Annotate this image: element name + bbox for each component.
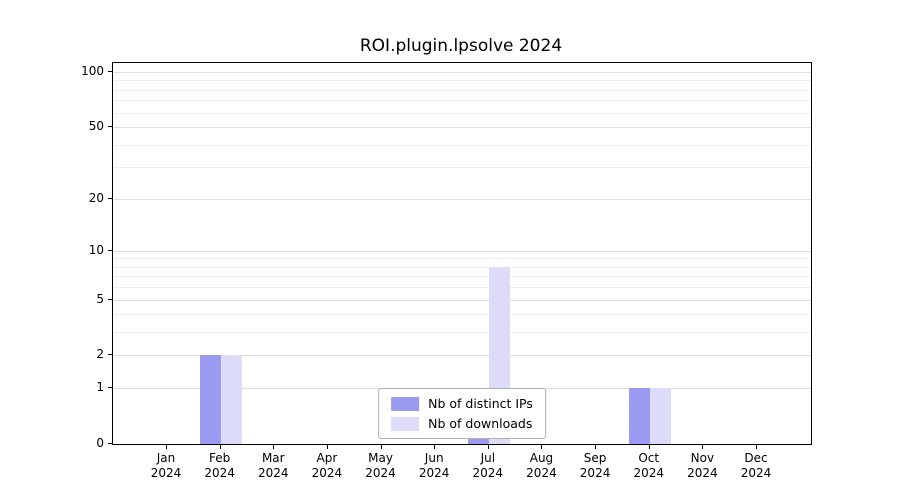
gridline-minor (113, 332, 811, 334)
gridline-minor (113, 100, 811, 102)
x-tick-mark (166, 445, 167, 449)
gridline-major (113, 198, 811, 200)
x-tick-mark (380, 445, 382, 449)
x-tick-mark (219, 445, 221, 449)
gridline-major (113, 299, 811, 301)
x-tick-mark (648, 445, 650, 449)
legend-swatch-downloads (391, 416, 420, 431)
y-tick-mark (108, 71, 112, 72)
bar-downloads-feb (220, 355, 242, 444)
x-tick-mark (273, 445, 275, 449)
gridline-minor (113, 112, 811, 114)
y-tick-mark (108, 387, 112, 389)
x-tick-mark (541, 445, 543, 449)
gridline-major (113, 250, 811, 252)
y-tick-mark (108, 443, 112, 444)
gridline-minor (113, 80, 811, 82)
legend-label-downloads: Nb of downloads (428, 416, 533, 431)
gridline-minor (113, 258, 811, 260)
x-tick-mark (434, 445, 436, 449)
y-tick-mark (108, 249, 112, 251)
plot-area: Nb of distinct IPs Nb of downloads (112, 62, 812, 445)
bar-distinct-ips-oct (628, 388, 650, 444)
x-tick-label: Aug 2024 (526, 451, 557, 480)
gridline-major (113, 72, 811, 73)
x-tick-label: Dec 2024 (740, 451, 772, 480)
bar-downloads-oct (649, 388, 671, 444)
x-tick-mark (595, 445, 597, 449)
gridline-minor (113, 144, 811, 146)
gridline-major (113, 355, 811, 357)
x-tick-mark (487, 445, 489, 449)
y-tick-mark (108, 354, 112, 356)
x-tick-label: Apr 2024 (311, 451, 343, 480)
gridline-minor (113, 314, 811, 316)
y-tick-label: 100 (81, 64, 104, 78)
x-tick-mark (326, 445, 328, 449)
gridline-major (113, 127, 811, 129)
gridline-minor (113, 276, 811, 278)
x-tick-mark (756, 445, 757, 449)
bar-distinct-ips-feb (199, 355, 221, 444)
x-tick-label: Jul 2024 (472, 451, 504, 480)
x-tick-label: Nov 2024 (687, 451, 718, 480)
y-tick-label: 50 (88, 119, 104, 134)
y-tick-label: 5 (96, 291, 104, 306)
y-tick-mark (108, 126, 112, 128)
legend-label-distinct-ips: Nb of distinct IPs (428, 396, 533, 411)
gridline-minor (113, 167, 811, 169)
y-tick-label: 10 (88, 242, 104, 257)
x-tick-label: Jan 2024 (150, 451, 182, 480)
x-tick-label: Sep 2024 (579, 451, 611, 480)
x-tick-label: May 2024 (365, 451, 396, 480)
legend-item-distinct-ips: Nb of distinct IPs (391, 396, 533, 411)
chart-title: ROI.plugin.lpsolve 2024 (359, 36, 563, 56)
gridline-minor (113, 287, 811, 289)
y-tick-mark (108, 197, 112, 199)
y-tick-mark (108, 298, 112, 300)
legend: Nb of distinct IPs Nb of downloads (378, 388, 546, 439)
gridline-minor (113, 89, 811, 91)
gridline-minor (113, 266, 811, 268)
y-tick-label: 0 (96, 436, 104, 450)
x-tick-mark (702, 445, 704, 449)
y-tick-label: 2 (96, 347, 104, 362)
legend-item-downloads: Nb of downloads (391, 416, 533, 431)
x-tick-label: Oct 2024 (633, 451, 664, 480)
x-tick-label: Jun 2024 (418, 451, 450, 480)
x-tick-label: Mar 2024 (257, 451, 289, 480)
legend-swatch-distinct-ips (391, 396, 420, 411)
x-tick-label: Feb 2024 (204, 451, 235, 480)
y-tick-label: 1 (96, 380, 104, 395)
y-tick-label: 20 (88, 190, 104, 205)
